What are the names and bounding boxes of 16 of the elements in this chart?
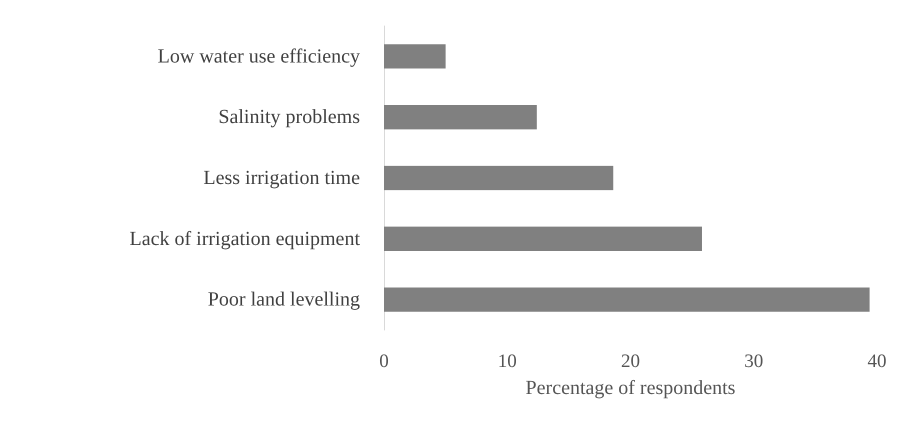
x-tick-label: 10	[498, 351, 517, 372]
bar	[384, 44, 446, 69]
y-tick-label: Salinity problems	[218, 106, 360, 128]
y-tick-label: Low water use efficiency	[158, 45, 360, 68]
bar	[384, 166, 614, 190]
y-tick-label: Poor land levelling	[208, 288, 360, 311]
x-axis-title: Percentage of respondents	[526, 377, 736, 399]
bar	[384, 287, 870, 312]
x-tick-label: 30	[744, 351, 764, 372]
y-tick-label: Less irrigation time	[203, 167, 360, 189]
bar	[384, 226, 702, 251]
x-tick-label: 20	[621, 351, 640, 372]
x-tick-label: 40	[868, 351, 886, 372]
x-tick-label: 0	[379, 351, 389, 372]
bar	[384, 105, 537, 130]
y-tick-label: Lack of irrigation equipment	[130, 228, 360, 250]
